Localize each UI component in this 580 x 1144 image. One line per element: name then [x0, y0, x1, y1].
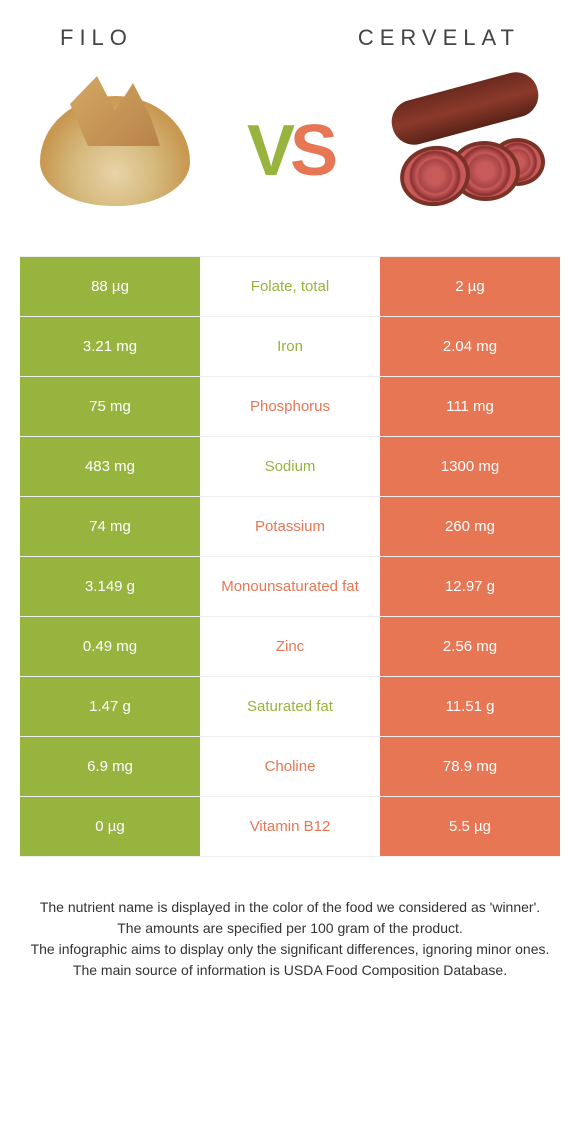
- value-right: 111 mg: [380, 377, 560, 436]
- food-title-left: FILO: [60, 25, 133, 51]
- value-left: 74 mg: [20, 497, 200, 556]
- vs-s: S: [290, 111, 333, 191]
- comparison-table: 88 µgFolate, total2 µg3.21 mgIron2.04 mg…: [20, 256, 560, 857]
- table-row: 74 mgPotassium260 mg: [20, 497, 560, 557]
- table-row: 1.47 gSaturated fat11.51 g: [20, 677, 560, 737]
- footer-line: The nutrient name is displayed in the co…: [30, 897, 550, 918]
- filo-icon: [40, 96, 190, 206]
- value-left: 6.9 mg: [20, 737, 200, 796]
- value-left: 0 µg: [20, 797, 200, 856]
- value-left: 3.21 mg: [20, 317, 200, 376]
- value-right: 11.51 g: [380, 677, 560, 736]
- hero: VS: [0, 66, 580, 256]
- table-row: 88 µgFolate, total2 µg: [20, 257, 560, 317]
- value-right: 2.04 mg: [380, 317, 560, 376]
- table-row: 75 mgPhosphorus111 mg: [20, 377, 560, 437]
- nutrient-label: Folate, total: [200, 257, 380, 316]
- vs-label: VS: [247, 110, 333, 192]
- value-left: 0.49 mg: [20, 617, 200, 676]
- table-row: 3.149 gMonounsaturated fat12.97 g: [20, 557, 560, 617]
- nutrient-label: Choline: [200, 737, 380, 796]
- table-row: 0 µgVitamin B125.5 µg: [20, 797, 560, 857]
- nutrient-label: Iron: [200, 317, 380, 376]
- value-left: 88 µg: [20, 257, 200, 316]
- cervelat-icon: [380, 86, 550, 216]
- food-image-left: [20, 81, 210, 221]
- footer-notes: The nutrient name is displayed in the co…: [0, 857, 580, 981]
- vs-v: V: [247, 111, 290, 191]
- footer-line: The amounts are specified per 100 gram o…: [30, 918, 550, 939]
- nutrient-label: Vitamin B12: [200, 797, 380, 856]
- table-row: 6.9 mgCholine78.9 mg: [20, 737, 560, 797]
- value-right: 78.9 mg: [380, 737, 560, 796]
- value-right: 260 mg: [380, 497, 560, 556]
- nutrient-label: Phosphorus: [200, 377, 380, 436]
- value-right: 1300 mg: [380, 437, 560, 496]
- header: FILO CERVELAT: [0, 0, 580, 66]
- nutrient-label: Sodium: [200, 437, 380, 496]
- table-row: 3.21 mgIron2.04 mg: [20, 317, 560, 377]
- nutrient-label: Saturated fat: [200, 677, 380, 736]
- footer-line: The main source of information is USDA F…: [30, 960, 550, 981]
- table-row: 0.49 mgZinc2.56 mg: [20, 617, 560, 677]
- value-left: 483 mg: [20, 437, 200, 496]
- value-right: 2 µg: [380, 257, 560, 316]
- footer-line: The infographic aims to display only the…: [30, 939, 550, 960]
- value-right: 2.56 mg: [380, 617, 560, 676]
- value-right: 12.97 g: [380, 557, 560, 616]
- value-left: 3.149 g: [20, 557, 200, 616]
- food-image-right: [370, 81, 560, 221]
- nutrient-label: Zinc: [200, 617, 380, 676]
- value-left: 75 mg: [20, 377, 200, 436]
- value-right: 5.5 µg: [380, 797, 560, 856]
- value-left: 1.47 g: [20, 677, 200, 736]
- nutrient-label: Monounsaturated fat: [200, 557, 380, 616]
- food-title-right: CERVELAT: [358, 25, 520, 51]
- table-row: 483 mgSodium1300 mg: [20, 437, 560, 497]
- nutrient-label: Potassium: [200, 497, 380, 556]
